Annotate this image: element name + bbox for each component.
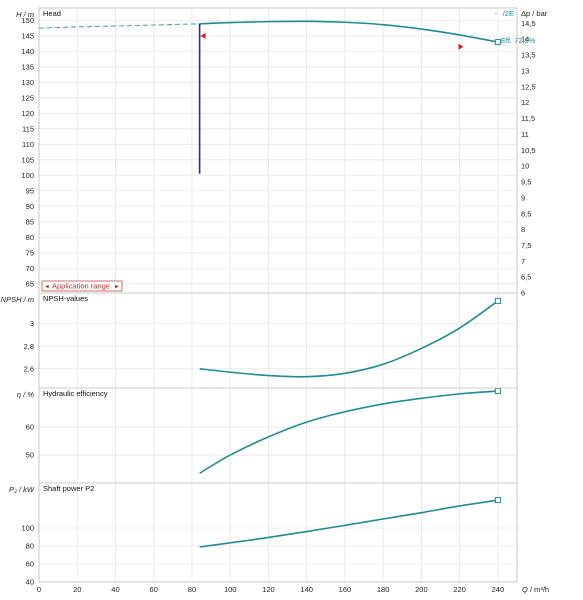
eff-y-axis-label: η / % [17, 390, 34, 399]
npsh-panel-title: NPSH-values [43, 294, 88, 303]
head-y-tick-label: 150 [21, 16, 34, 25]
head-y2-tick-label: 11 [521, 130, 529, 139]
head-y2-tick-label: 6 [521, 289, 525, 298]
head-y2-tick-label: 7 [521, 257, 525, 266]
head-y2-tick-label: 9 [521, 193, 525, 202]
range-limit-marker [458, 43, 464, 50]
head-y-tick-label: 85 [26, 217, 34, 226]
range-limit-marker [200, 32, 206, 39]
head-y2-tick-label: 10 [521, 162, 529, 171]
power-y-tick-label: 60 [26, 560, 34, 569]
head-y2-tick-label: 10,5 [521, 146, 536, 155]
head-y-tick-label: 95 [26, 186, 34, 195]
eff-curve [199, 390, 498, 474]
head-y2-tick-label: 6,5 [521, 273, 531, 282]
npsh-y-tick-label: 3 [30, 319, 34, 328]
power-curve [199, 499, 499, 548]
head-y-axis-label: H / m [16, 10, 34, 19]
x-tick-label: 180 [377, 585, 390, 594]
head-y-tick-label: 90 [26, 202, 34, 211]
power-curve-end-marker [494, 497, 501, 504]
head-y2-tick-label: 11,5 [521, 114, 535, 123]
application-range-arrow-left: ◂ [45, 282, 49, 291]
head-y2-tick-label: 12,5 [521, 82, 536, 91]
x-tick-label: 60 [150, 585, 158, 594]
head-y-tick-label: 130 [21, 78, 34, 87]
head-y-tick-label: 105 [21, 155, 34, 164]
head-y-tick-label: 135 [21, 62, 34, 71]
x-tick-label: 140 [300, 585, 313, 594]
power-y-tick-label: 80 [26, 542, 34, 551]
npsh-y-tick-label: 2,6 [24, 364, 34, 373]
x-tick-label: 80 [188, 585, 196, 594]
head-y2-tick-label: 14 [521, 35, 529, 44]
head-y-tick-label: 140 [21, 47, 34, 56]
head-panel-title: Head [43, 9, 61, 18]
power-panel-title: Shaft power P2 [43, 484, 94, 493]
head-y-tick-label: 75 [26, 248, 34, 257]
application-range-box [41, 280, 123, 292]
head-y-tick-label: 125 [21, 93, 34, 102]
power-y-tick-label: 40 [26, 578, 34, 587]
x-tick-label: 120 [262, 585, 275, 594]
head-y2-tick-label: 9,5 [521, 178, 531, 187]
head-y2-tick-label: 14,5 [521, 19, 536, 28]
eff-y-tick-label: 50 [26, 451, 34, 460]
npsh-curve-end-marker [494, 297, 501, 304]
head-y2-axis-label: Δp / bar [521, 9, 548, 18]
x-tick-label: 100 [224, 585, 237, 594]
head-y2-tick-label: 8,5 [521, 209, 531, 218]
head-curve [199, 20, 499, 43]
head-y2-tick-label: 13 [521, 66, 529, 75]
legend-dash: - [495, 9, 498, 18]
head-y-tick-label: 65 [26, 279, 34, 288]
x-tick-label: 200 [415, 585, 428, 594]
x-tick-label: 20 [73, 585, 81, 594]
power-y-axis-label: P₂ / kW [9, 485, 35, 494]
head-y2-tick-label: 7,5 [521, 241, 531, 250]
x-tick-label: 0 [37, 585, 41, 594]
npsh-y-axis-label: NPSH / m [1, 295, 34, 304]
head-y2-tick-label: 13,5 [521, 51, 536, 60]
npsh-curve [199, 300, 499, 378]
efficiency-label: Eff. 72,9% [501, 36, 536, 45]
legend-series-name: /2E [503, 9, 514, 18]
application-range-arrow-right: ▸ [115, 282, 119, 291]
x-axis-label: Q / m³/h [522, 585, 549, 594]
head-curve-end-marker [494, 39, 501, 46]
head-y-tick-label: 120 [21, 109, 34, 118]
plot-frame [38, 7, 518, 583]
eff-curve-end-marker [494, 388, 501, 395]
application-range-label: Application range [52, 282, 110, 291]
head-y-tick-label: 100 [21, 171, 34, 180]
x-tick-label: 40 [111, 585, 119, 594]
eff-y-tick-label: 60 [26, 423, 34, 432]
head-y-tick-label: 70 [26, 264, 34, 273]
head-y-tick-label: 110 [22, 140, 34, 149]
x-tick-label: 160 [339, 585, 352, 594]
power-y-tick-label: 100 [21, 524, 34, 533]
eff-panel-title: Hydraulic efficiency [43, 389, 108, 398]
head-y-tick-label: 80 [26, 233, 34, 242]
head-y-tick-label: 115 [22, 124, 34, 133]
npsh-y-tick-label: 2,8 [24, 342, 34, 351]
head-y-tick-label: 145 [21, 31, 34, 40]
x-tick-label: 220 [453, 585, 466, 594]
x-tick-label: 240 [492, 585, 505, 594]
head-y2-tick-label: 8 [521, 225, 525, 234]
head-y2-tick-label: 12 [521, 98, 529, 107]
head-dashed-curve [38, 23, 200, 29]
